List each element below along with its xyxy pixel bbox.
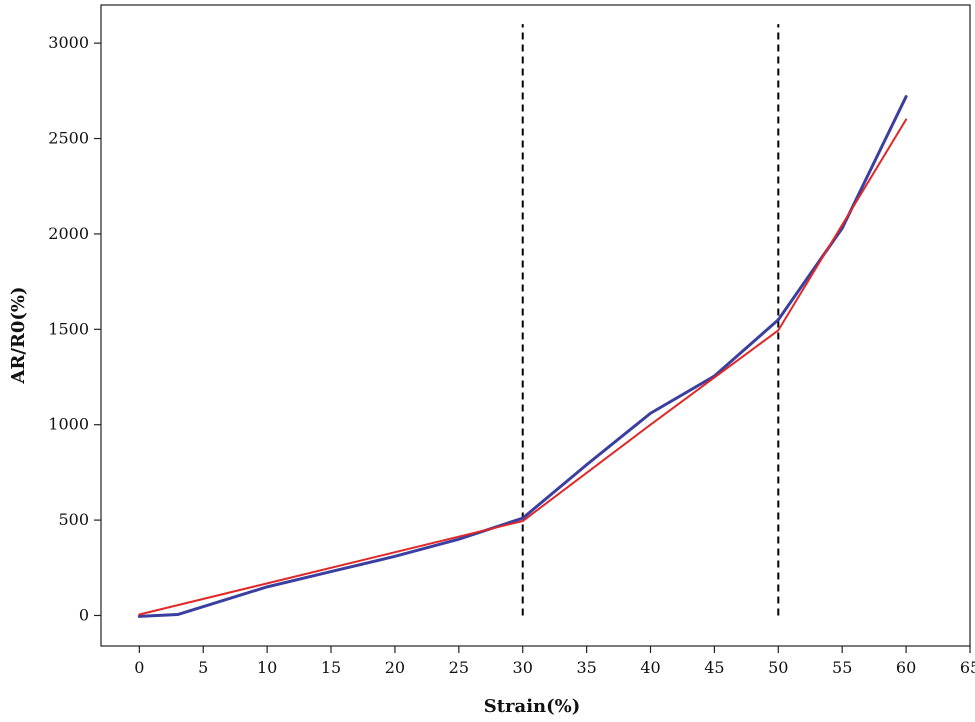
x-tick-label: 25 <box>449 658 469 677</box>
x-axis: 0 5 10 15 20 25 30 35 40 45 50 55 60 65 <box>134 646 975 677</box>
series-line-red <box>138 118 908 616</box>
series-line-blue <box>137 95 908 618</box>
y-axis-label: AR/R0(%) <box>8 286 29 384</box>
x-tick-label: 35 <box>576 658 596 677</box>
x-axis-label: Strain(%) <box>484 696 581 717</box>
x-tick-label: 40 <box>640 658 660 677</box>
y-axis: 0 500 1000 1500 2000 2500 3000 <box>48 33 101 624</box>
reference-lines <box>521 24 780 616</box>
y-tick-label: 1500 <box>48 319 89 338</box>
x-tick-label: 55 <box>832 658 852 677</box>
x-tick-label: 20 <box>385 658 405 677</box>
series-group <box>137 95 908 618</box>
y-tick-label: 3000 <box>48 33 89 52</box>
y-tick-label: 0 <box>79 605 89 624</box>
x-tick-label: 60 <box>896 658 916 677</box>
y-tick-label: 1000 <box>48 415 89 434</box>
plot-border <box>100 4 971 647</box>
x-tick-label: 0 <box>134 658 144 677</box>
x-tick-label: 50 <box>768 658 788 677</box>
x-tick-label: 15 <box>321 658 341 677</box>
y-tick-label: 2000 <box>48 224 89 243</box>
y-tick-label: 2500 <box>48 129 89 148</box>
y-tick-label: 500 <box>58 510 89 529</box>
plot-frame <box>100 4 971 647</box>
x-tick-label: 10 <box>257 658 277 677</box>
x-tick-label: 45 <box>704 658 724 677</box>
x-tick-label: 65 <box>960 658 975 677</box>
x-tick-label: 30 <box>513 658 533 677</box>
x-tick-label: 5 <box>198 658 208 677</box>
